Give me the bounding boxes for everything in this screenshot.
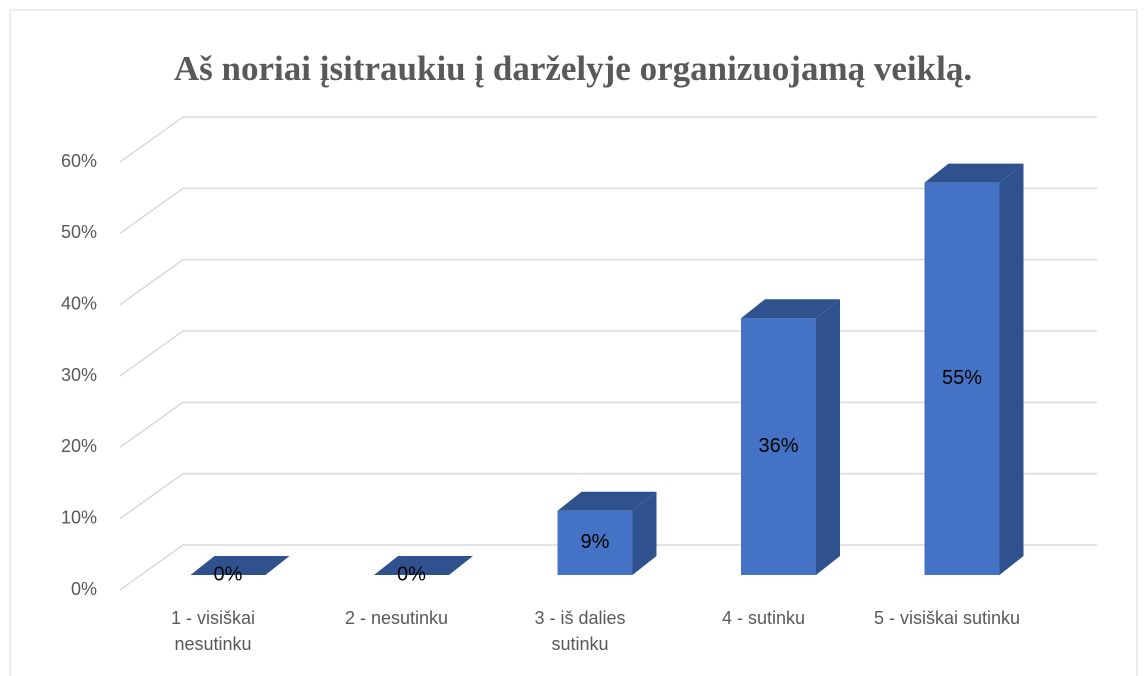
y-tick-label: 40% [61, 293, 97, 313]
bar-top [374, 556, 473, 575]
bar [924, 182, 1000, 575]
value-label: 9% [581, 531, 610, 553]
y-tick-label: 20% [61, 436, 97, 456]
bar [741, 318, 816, 575]
bar-top [190, 556, 290, 575]
bar [557, 510, 633, 575]
value-label: 0% [214, 563, 243, 585]
chart-frame [9, 9, 1138, 676]
grid-line [119, 187, 1097, 234]
bar-side [816, 299, 840, 575]
grid-line [119, 116, 1097, 163]
y-tick-label: 50% [61, 222, 97, 242]
bar-top [924, 163, 1024, 183]
x-tick-label: 4 - sutinku [721, 608, 806, 628]
bar-top [741, 299, 840, 319]
y-tick-label: 10% [61, 507, 97, 527]
y-tick-label: 30% [61, 365, 97, 385]
y-tick-label: 60% [61, 151, 97, 171]
bar-top [557, 491, 657, 511]
x-tick-label: 5 - visiškai sutinku [873, 608, 1021, 628]
bar-side [999, 163, 1024, 575]
value-label: 36% [758, 435, 798, 457]
x-tick-label: 3 - iš dalies sutinku [534, 608, 626, 654]
chart-title: Aš noriai įsitraukiu į darželyje organiz… [174, 49, 972, 88]
x-tick-label: 1 - visiškai nesutinku [170, 608, 255, 654]
grid-line [119, 258, 1097, 306]
y-tick-label: 0% [71, 579, 97, 599]
bar-side [632, 491, 657, 575]
value-label: 0% [397, 563, 426, 585]
value-label: 55% [942, 367, 982, 389]
x-tick-label: 2 - nesutinku [344, 608, 449, 628]
